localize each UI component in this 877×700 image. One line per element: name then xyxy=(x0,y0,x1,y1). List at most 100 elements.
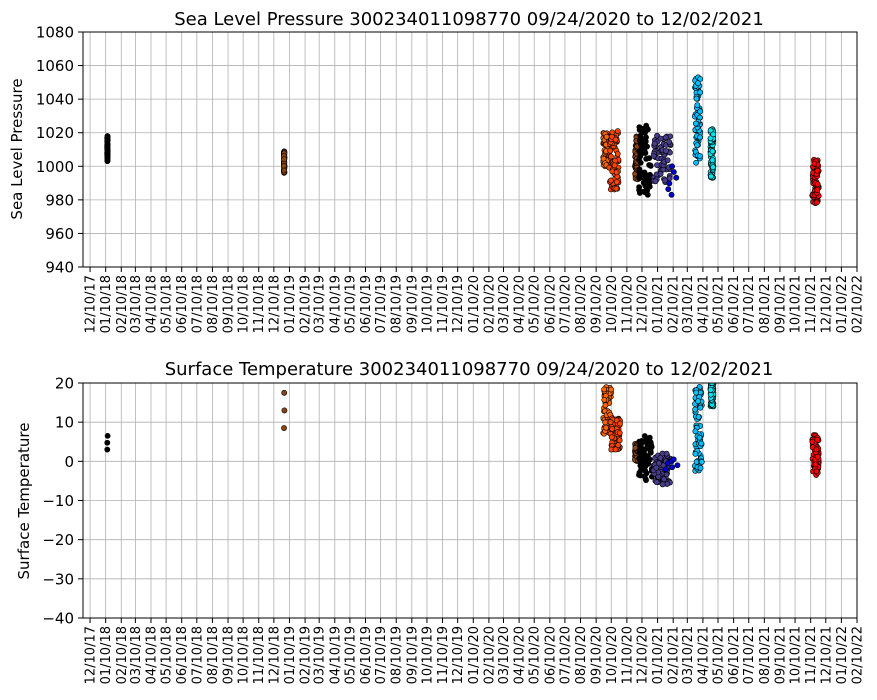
temperature-x-tick-label: 03/10/18 xyxy=(129,626,144,684)
pressure-data-point xyxy=(814,187,821,194)
temperature-data-point xyxy=(663,450,670,457)
temperature-x-tick-label: 12/10/19 xyxy=(451,626,466,684)
pressure-data-point xyxy=(707,135,714,142)
temperature-x-tick-label: 02/10/18 xyxy=(115,626,130,684)
temperature-data-point xyxy=(695,414,702,420)
pressure-x-tick-label: 01/10/21 xyxy=(651,275,666,333)
pressure-data-point xyxy=(707,127,714,134)
pressure-x-tick-label: 06/10/18 xyxy=(175,275,190,333)
pressure-x-tick-label: 11/10/19 xyxy=(436,275,451,333)
pressure-data-point xyxy=(608,153,614,160)
pressure-data-point xyxy=(665,186,672,193)
temperature-data-point xyxy=(601,386,608,393)
temperature-plot-frame xyxy=(82,382,858,619)
pressure-x-tick-label: 02/10/22 xyxy=(851,275,866,333)
pressure-x-tick-label: 01/10/20 xyxy=(467,275,482,333)
temperature-data-point xyxy=(674,462,681,469)
temperature-data-point xyxy=(813,468,820,475)
temperature-data-point xyxy=(813,446,820,453)
temperature-data-point xyxy=(698,459,705,465)
pressure-x-tick-label: 04/10/21 xyxy=(696,275,711,333)
pressure-data-point xyxy=(697,108,704,115)
pressure-data-point xyxy=(662,134,669,141)
temperature-x-tick-label: 04/10/19 xyxy=(328,626,343,684)
pressure-data-point xyxy=(663,147,669,154)
temperature-data-point xyxy=(657,455,664,461)
pressure-data-point xyxy=(613,185,620,192)
temperature-data-point xyxy=(697,404,704,411)
temperature-data-point xyxy=(669,464,676,471)
pressure-points xyxy=(104,74,822,207)
temperature-data-point xyxy=(601,396,608,403)
pressure-x-tick-label: 03/10/20 xyxy=(497,275,512,333)
pressure-data-point xyxy=(671,169,677,175)
temperature-x-tick-label: 07/10/20 xyxy=(558,626,573,684)
pressure-x-tick-label: 02/10/19 xyxy=(299,275,314,333)
pressure-x-tick-label: 03/10/18 xyxy=(129,275,144,333)
temperature-y-tick-label: 0 xyxy=(64,453,74,471)
pressure-x-tick-label: 01/10/22 xyxy=(835,275,850,333)
temperature-x-tick-label: 06/10/20 xyxy=(543,626,558,684)
pressure-y-tick-label: 1020 xyxy=(36,124,74,142)
pressure-data-point xyxy=(654,162,660,169)
pressure-data-point xyxy=(708,173,714,180)
pressure-data-point xyxy=(281,167,288,174)
temperature-data-point xyxy=(696,434,703,441)
temperature-y-axis-label: Surface Temperature xyxy=(15,423,33,580)
temperature-x-tick-label: 02/10/22 xyxy=(851,626,866,684)
pressure-data-point xyxy=(662,177,668,184)
temperature-x-tick-label: 04/10/20 xyxy=(513,626,528,684)
pressure-data-point xyxy=(614,128,621,135)
pressure-x-tick-label: 10/10/21 xyxy=(789,275,804,333)
pressure-y-tick-label: 960 xyxy=(45,225,74,243)
temperature-y-tick-label: −30 xyxy=(42,570,74,588)
temperature-x-tick-label: 02/10/20 xyxy=(482,626,497,684)
temperature-y-tick-label: 20 xyxy=(55,375,74,393)
temperature-x-tick-label: 08/10/20 xyxy=(574,626,589,684)
temperature-data-point xyxy=(638,466,645,473)
pressure-x-tick-label: 12/10/20 xyxy=(635,275,650,333)
temperature-x-tick-label: 05/10/21 xyxy=(712,626,727,684)
temperature-x-tick-label: 11/10/20 xyxy=(620,626,635,684)
pressure-data-point xyxy=(668,191,675,198)
pressure-x-tick-label: 10/10/19 xyxy=(420,275,435,333)
temperature-x-tick-label: 01/10/18 xyxy=(99,626,114,684)
temperature-data-point xyxy=(281,407,288,414)
temperature-x-tick-label: 01/10/22 xyxy=(835,626,850,684)
temperature-data-point xyxy=(641,447,648,453)
temperature-x-tick-label: 01/10/20 xyxy=(467,626,482,684)
pressure-x-tick-label: 03/10/19 xyxy=(313,275,328,333)
pressure-x-tick-label: 05/10/20 xyxy=(528,275,543,333)
pressure-y-tick-label: 940 xyxy=(45,259,74,277)
pressure-data-point xyxy=(644,125,650,132)
temperature-data-point xyxy=(607,419,614,426)
pressure-x-tick-label: 08/10/18 xyxy=(206,275,221,333)
pressure-data-point xyxy=(710,131,717,138)
temperature-data-point xyxy=(653,479,660,486)
temperature-data-point xyxy=(638,456,644,463)
temperature-x-tick-label: 12/10/18 xyxy=(267,626,282,684)
temperature-data-point xyxy=(692,406,698,413)
pressure-data-point xyxy=(692,120,699,127)
temperature-x-tick-label: 02/10/19 xyxy=(299,626,314,684)
temperature-x-tick-label: 06/10/21 xyxy=(727,626,742,684)
pressure-x-tick-label: 12/10/17 xyxy=(84,275,99,333)
pressure-x-tick-label: 09/10/20 xyxy=(590,275,605,333)
temperature-data-point xyxy=(692,450,699,457)
pressure-data-point xyxy=(104,152,111,159)
pressure-x-tick-label: 09/10/21 xyxy=(773,275,788,333)
pressure-x-tick-label: 10/10/20 xyxy=(605,275,620,333)
pressure-x-tick-label: 12/10/21 xyxy=(819,275,834,333)
temperature-x-tick-label: 04/10/18 xyxy=(144,626,159,684)
temperature-data-point xyxy=(602,402,609,409)
pressure-x-tick-label: 07/10/21 xyxy=(742,275,757,333)
temperature-x-tick-label: 05/10/19 xyxy=(343,626,358,684)
temperature-data-point xyxy=(697,465,704,471)
pressure-x-tick-label: 04/10/20 xyxy=(513,275,528,333)
temperature-x-tick-label: 05/10/18 xyxy=(160,626,175,684)
temperature-data-point xyxy=(643,477,649,484)
pressure-x-tick-label: 02/10/20 xyxy=(482,275,497,333)
pressure-data-point xyxy=(638,142,645,149)
temperature-data-point xyxy=(636,472,642,478)
